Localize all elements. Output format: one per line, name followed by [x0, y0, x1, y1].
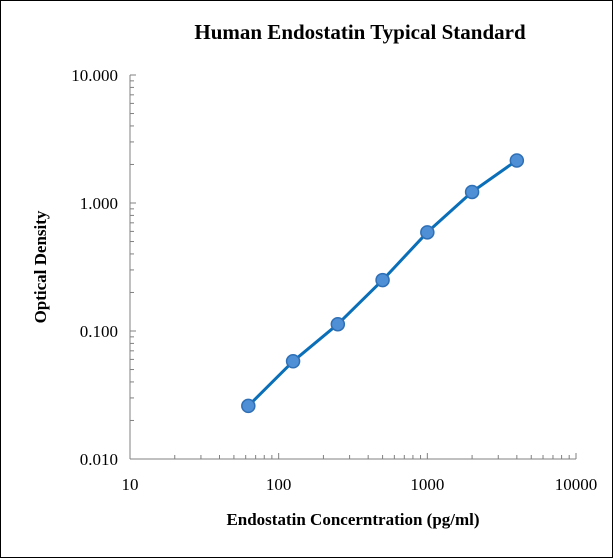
y-tick-label: 0.010: [80, 450, 118, 469]
data-point: [375, 272, 390, 288]
data-point: [330, 316, 346, 332]
y-axis-label: Optical Density: [31, 210, 50, 323]
chart-title: Human Endostatin Typical Standard: [194, 20, 526, 44]
x-tick-label: 100: [266, 475, 292, 494]
y-tick-label: 0.100: [80, 322, 118, 341]
x-tick-label: 10000: [555, 475, 598, 494]
data-point: [464, 184, 480, 200]
data-point: [509, 153, 525, 168]
y-tick-label: 1.000: [80, 194, 118, 213]
x-axis-label: Endostatin Concerntration (pg/ml): [226, 510, 479, 529]
series: [241, 153, 525, 414]
x-tick-label: 1000: [410, 475, 444, 494]
data-point: [241, 398, 256, 414]
data-point: [285, 354, 301, 369]
tick-labels: 0.010 0.100 1.000 10.000 10 100 1000 10000: [71, 66, 597, 494]
data-point: [420, 225, 435, 240]
axes: [129, 74, 577, 460]
x-tick-label: 10: [122, 475, 139, 494]
y-tick-label: 10.000: [71, 66, 118, 85]
